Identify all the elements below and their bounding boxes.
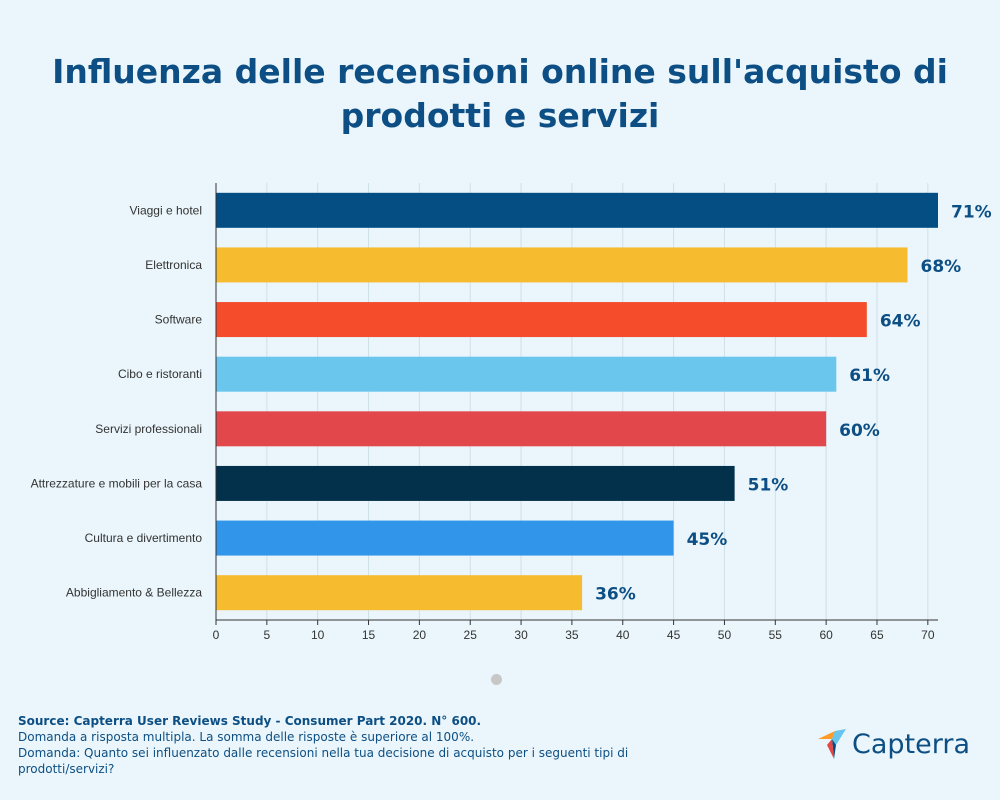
- chart-title: Influenza delle recensioni online sull'a…: [52, 52, 948, 135]
- bar-chart: 0 5 10 15 20 25 30 35 40 45 50 55 60 65 70 Viaggi e ho…: [31, 183, 992, 642]
- bar: [216, 465, 735, 501]
- category-label: Viaggi e hotel: [129, 203, 202, 217]
- category-label: Cultura e divertimento: [85, 531, 203, 545]
- category-label: Servizi professionali: [95, 422, 202, 436]
- bar: [216, 247, 908, 283]
- value-label: 71%: [951, 202, 992, 222]
- value-label: 68%: [920, 257, 961, 277]
- x-tick-label: 25: [464, 628, 478, 642]
- capterra-logo: Capterra: [818, 727, 970, 761]
- x-tick-label: 30: [514, 628, 528, 642]
- capterra-logo-text: Capterra: [852, 728, 971, 760]
- x-tick-label: 15: [362, 628, 376, 642]
- value-label: 61%: [849, 366, 890, 386]
- bar: [216, 411, 827, 447]
- bar: [216, 575, 583, 611]
- note-text: Domanda a risposta multipla. La somma de…: [18, 730, 475, 744]
- x-tick-label: 50: [718, 628, 732, 642]
- x-tick-label: 45: [667, 628, 681, 642]
- bar: [216, 520, 674, 556]
- x-tick-label: 65: [870, 628, 884, 642]
- bar: [216, 302, 867, 338]
- bar: [216, 356, 837, 392]
- x-tick-label: 70: [921, 628, 935, 642]
- category-label: Abbigliamento & Bellezza: [66, 586, 202, 600]
- value-label: 60%: [839, 421, 880, 441]
- footer: Source: Capterra User Reviews Study - Co…: [18, 713, 658, 777]
- question-text: Domanda: Quanto sei influenzato dalle re…: [18, 746, 629, 776]
- x-tick-label: 35: [565, 628, 579, 642]
- value-label: 51%: [748, 475, 789, 495]
- bar: [216, 192, 938, 228]
- value-label: 36%: [595, 585, 636, 605]
- category-label: Software: [155, 313, 203, 327]
- category-label: Cibo e ristoranti: [118, 367, 202, 381]
- value-label: 45%: [687, 530, 728, 550]
- x-tick-label: 60: [819, 628, 833, 642]
- pagination-dot[interactable]: [491, 674, 502, 685]
- x-tick-label: 10: [311, 628, 325, 642]
- x-tick-label: 0: [213, 628, 220, 642]
- x-tick-label: 5: [264, 628, 271, 642]
- category-label: Elettronica: [145, 258, 202, 272]
- x-tick-label: 55: [769, 628, 783, 642]
- category-label: Attrezzature e mobili per la casa: [31, 476, 203, 490]
- axes: 0 5 10 15 20 25 30 35 40 45 50 55 60 65 70: [213, 183, 938, 642]
- bars: [216, 192, 938, 611]
- x-tick-label: 40: [616, 628, 630, 642]
- capterra-logo-icon: [818, 729, 846, 759]
- source-text: Source: Capterra User Reviews Study - Co…: [18, 714, 482, 728]
- x-tick-label: 20: [413, 628, 427, 642]
- labels: Viaggi e hotel 71% Elettronica 68% Software 6…: [31, 202, 992, 604]
- value-label: 64%: [880, 312, 921, 332]
